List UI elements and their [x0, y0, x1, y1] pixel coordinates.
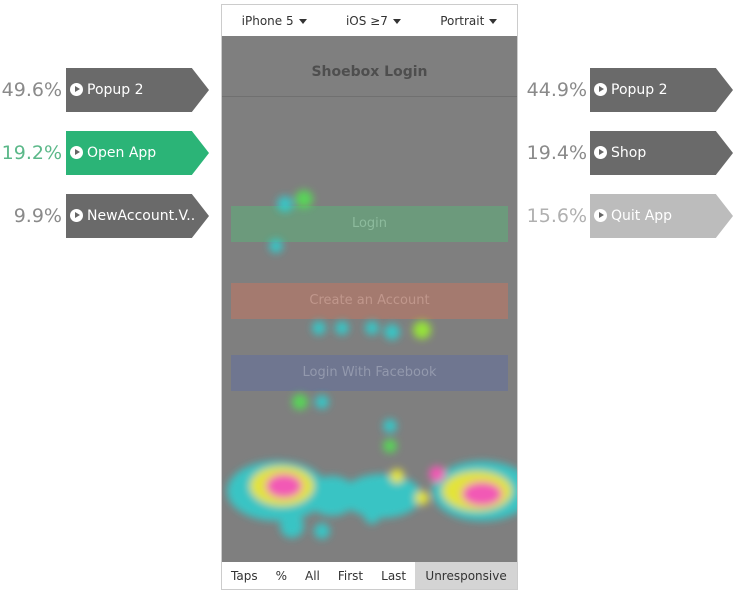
screen-title: Shoebox Login: [311, 64, 428, 80]
divider: [222, 96, 517, 97]
percent: 19.2%: [1, 142, 62, 164]
app-screen: Shoebox Login Login Create an Account Lo…: [222, 36, 517, 562]
percent: 15.6%: [526, 205, 587, 227]
phone-panel: iPhone 5 iOS ≥7 Portrait Shoebox Login L…: [221, 4, 518, 590]
percent: 9.9%: [13, 205, 62, 227]
device-bar: iPhone 5 iOS ≥7 Portrait: [222, 5, 517, 36]
screen-link[interactable]: Open App: [66, 131, 209, 175]
toolbar-option[interactable]: Last: [381, 568, 407, 583]
toolbar-option[interactable]: Taps: [231, 568, 258, 583]
toolbar-option[interactable]: First: [337, 568, 364, 583]
percent: 49.6%: [1, 79, 62, 101]
toolbar-option[interactable]: %: [275, 568, 287, 583]
orientation-dropdown[interactable]: Portrait: [440, 14, 497, 28]
create-account-button: Create an Account: [231, 283, 508, 319]
screen-link[interactable]: Popup 2: [66, 68, 209, 112]
screen-link[interactable]: Popup 2: [590, 68, 733, 112]
percent: 44.9%: [526, 79, 587, 101]
toolbar: Taps% All First Last Unresponsive: [222, 562, 517, 589]
percent: 19.4%: [526, 142, 587, 164]
login-button: Login: [231, 206, 508, 242]
os-dropdown[interactable]: iOS ≥7: [346, 14, 401, 28]
device-dropdown[interactable]: iPhone 5: [242, 14, 307, 28]
heatmap: [227, 190, 517, 539]
screen-link[interactable]: Quit App: [590, 194, 733, 238]
toolbar-option[interactable]: All: [304, 568, 320, 583]
facebook-button: Login With Facebook: [231, 355, 508, 391]
screen-link[interactable]: NewAccount.V..: [66, 194, 209, 238]
screen-link[interactable]: Shop: [590, 131, 733, 175]
toolbar-option[interactable]: Unresponsive: [415, 562, 517, 589]
